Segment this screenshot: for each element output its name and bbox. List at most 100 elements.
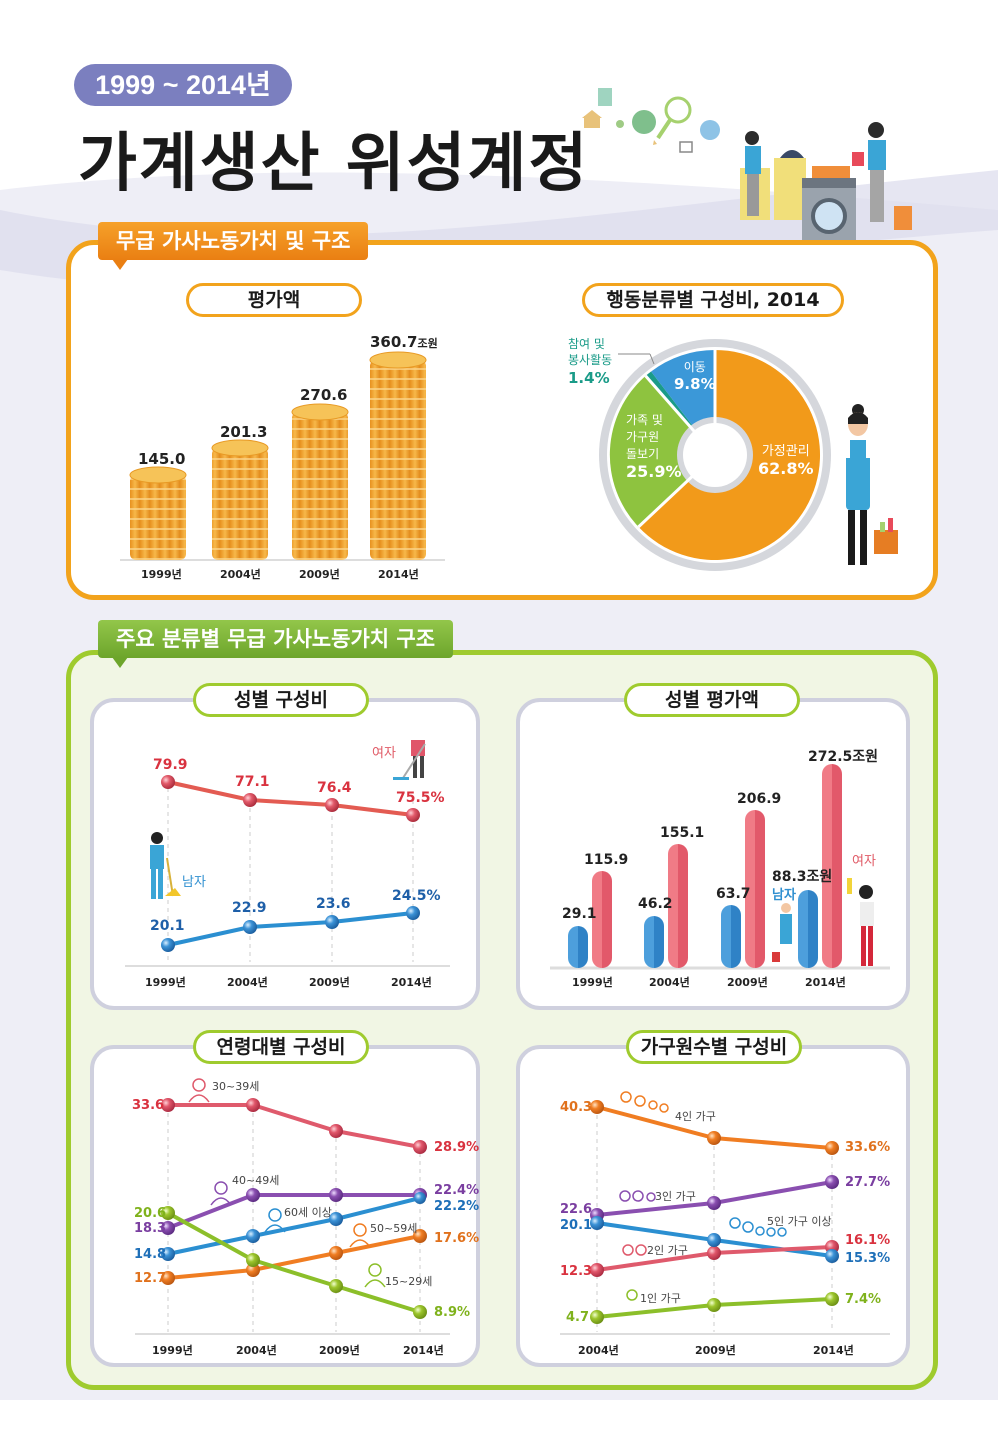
male-points (161, 906, 420, 952)
face-icon-30s (188, 1078, 210, 1103)
slice-label-volunteer: 참여 및 봉사활동 1.4% (568, 337, 613, 387)
hh-1-end: 7.4% (845, 1292, 882, 1307)
coin-stack-2004 (211, 439, 269, 560)
valuation-label-2004: 201.3 (220, 423, 268, 441)
age-50s-start: 12.7 (134, 1271, 167, 1286)
hh-2-end: 16.1% (845, 1233, 891, 1248)
volunteer-leader-line (618, 353, 655, 365)
faces-icon-3 (619, 1190, 656, 1202)
age-40s-start: 18.3 (134, 1221, 167, 1236)
hh-4-points (590, 1100, 839, 1155)
gv-female-2014: 272.5조원 (808, 749, 879, 765)
age-15-29-points (161, 1206, 427, 1319)
valuation-year-2014: 2014년 (378, 568, 419, 581)
age-30s-end: 28.9% (434, 1140, 480, 1155)
bar-female-2014 (822, 764, 842, 968)
female-value-2004: 77.1 (235, 774, 270, 790)
gv-male-1999: 29.1 (562, 906, 597, 922)
hh-4-label: 4인 가구 (675, 1110, 716, 1123)
hh-1-points (590, 1292, 839, 1324)
hh-5plus-end: 15.3% (845, 1251, 891, 1266)
household-chores-illustration (582, 88, 912, 240)
age-15-29-start: 20.6 (134, 1206, 167, 1221)
age-30s-label: 30~39세 (212, 1080, 260, 1093)
hh-1-label: 1인 가구 (640, 1292, 681, 1305)
hh-3-end: 27.7% (845, 1175, 891, 1190)
hh-5plus-label: 5인 가구 이상 (767, 1215, 832, 1228)
valuation-label-1999: 145.0 (138, 450, 186, 468)
period-badge: 1999 ~ 2014년 (74, 64, 292, 106)
household-share-title: 가구원수별 구성비 (626, 1030, 802, 1064)
female-value-2009: 76.4 (317, 780, 352, 796)
gv-male-label: 남자 (772, 888, 796, 903)
gender-share-line-chart (125, 740, 450, 967)
age-40s-end: 22.4% (434, 1183, 480, 1198)
valuation-year-2009: 2009년 (299, 568, 340, 581)
gv-male-2014: 88.3조원 (772, 869, 833, 885)
age-share-title: 연령대별 구성비 (193, 1030, 369, 1064)
age-15-29-end: 8.9% (434, 1305, 471, 1320)
valuation-chart-title: 평가액 (186, 283, 362, 317)
gv-female-2004: 155.1 (660, 825, 705, 841)
age-60plus-label: 60세 이상 (284, 1206, 332, 1219)
age-50s-end: 17.6% (434, 1231, 480, 1246)
woman-dusting-figure (847, 878, 874, 966)
age-30s-points (161, 1098, 427, 1154)
man-taking-out-trash (740, 131, 806, 220)
coin-stack-2009 (291, 403, 349, 560)
valuation-label-2014: 360.7조원 (370, 333, 438, 351)
woman-mopping-figure (393, 740, 426, 780)
faces-icon-5plus (729, 1217, 787, 1237)
bar-female-2004 (668, 844, 688, 968)
hh-2-label: 2인 가구 (647, 1244, 688, 1257)
gender-share-title: 성별 구성비 (193, 683, 369, 717)
gender-value-title: 성별 평가액 (624, 683, 800, 717)
coin-stack-1999 (129, 466, 187, 560)
female-value-1999: 79.9 (153, 757, 188, 773)
hh-1-start: 4.7 (566, 1310, 590, 1325)
man-figure (772, 903, 792, 962)
age-60plus-end: 22.2% (434, 1199, 480, 1214)
male-value-1999: 20.1 (150, 918, 185, 934)
male-value-2009: 23.6 (316, 896, 351, 912)
gv-female-label: 여자 (852, 854, 876, 869)
man-sweeping-figure (150, 832, 181, 899)
hh-5plus-points (590, 1216, 839, 1263)
face-icon-60plus (264, 1208, 286, 1233)
hh-4-start: 40.3 (560, 1100, 593, 1115)
woman-apron-illustration (842, 404, 898, 565)
slice-label-household-management: 가정관리 62.8% (758, 444, 814, 478)
male-series-label: 남자 (182, 875, 206, 890)
faces-icon-4 (620, 1091, 669, 1113)
slice-label-transport: 이동 9.8% (674, 360, 716, 393)
bar-female-1999 (592, 871, 612, 968)
hh-2-start: 12.3 (560, 1264, 593, 1279)
face-icon-50s (349, 1223, 371, 1248)
face-icon-40s (210, 1181, 232, 1206)
age-40s-label: 40~49세 (232, 1174, 280, 1187)
gv-female-2009: 206.9 (737, 791, 782, 807)
section-tag-classification: 주요 분류별 무급 가사노동가치 구조 (98, 620, 454, 668)
bar-female-2009 (745, 810, 765, 968)
hh-3-start: 22.6 (560, 1202, 593, 1217)
age-30s-start: 33.6 (132, 1098, 165, 1113)
valuation-coin-chart (120, 351, 445, 561)
coin-stack-2014 (369, 351, 427, 560)
household-share-line-chart (560, 1091, 890, 1335)
gv-male-2009: 63.7 (716, 886, 751, 902)
activity-donut-chart (599, 339, 831, 571)
slice-family-care (609, 375, 715, 527)
washing-machine (802, 166, 856, 240)
female-series-label: 여자 (372, 746, 396, 761)
bar-male-2014 (798, 890, 818, 968)
face-icon-15-29 (364, 1263, 386, 1288)
age-60plus-start: 14.8 (134, 1247, 167, 1262)
valuation-label-2009: 270.6 (300, 386, 348, 404)
woman-doing-laundry (852, 122, 912, 230)
male-value-2004: 22.9 (232, 900, 267, 916)
bar-male-2004 (644, 916, 664, 968)
age-share-line-chart (135, 1078, 450, 1335)
hh-3-points (590, 1175, 839, 1222)
page-title: 가계생산 위성계정 (78, 127, 590, 201)
faces-icon-2 (622, 1244, 647, 1256)
